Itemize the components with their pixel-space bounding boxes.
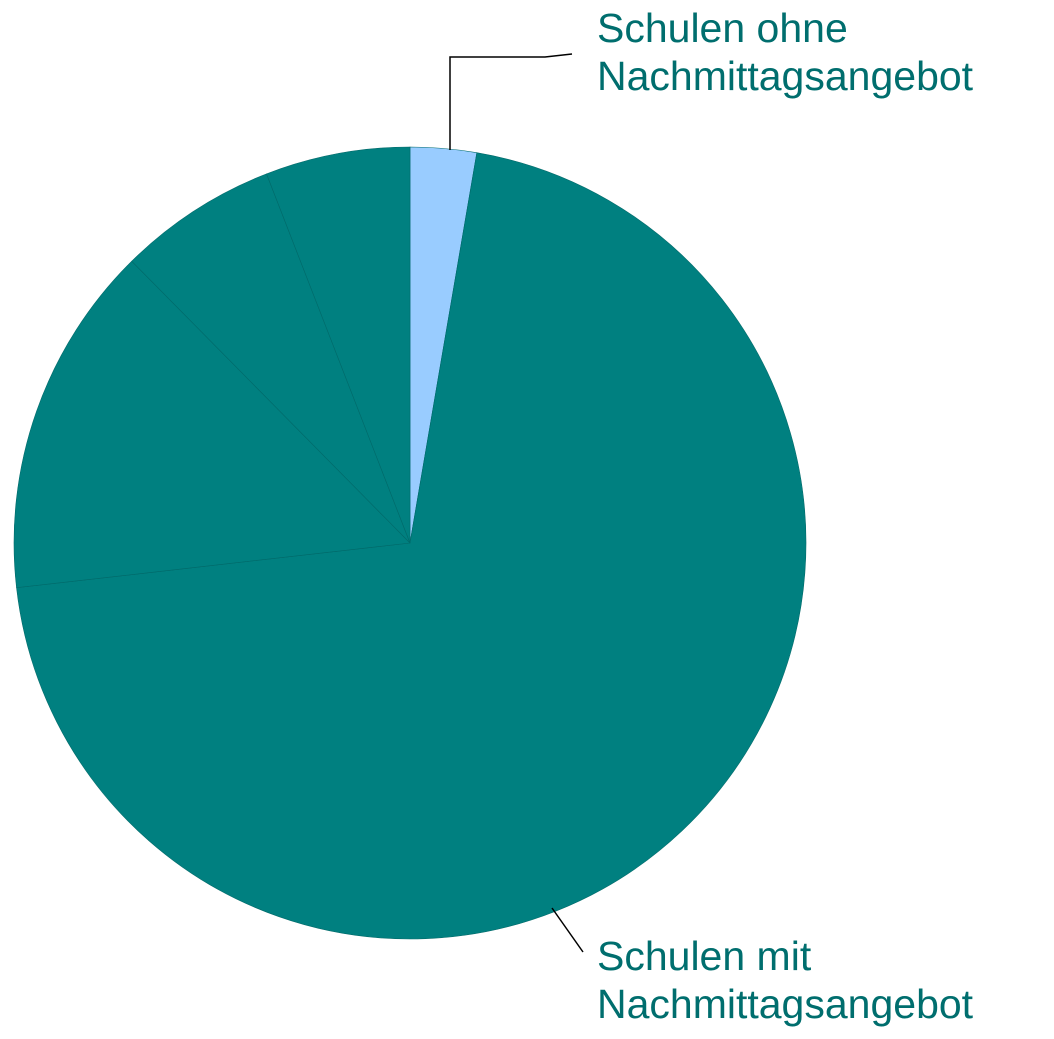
leader-line [449, 53, 573, 150]
slice-label: Schulen ohne Nachmittagsangebot [597, 5, 974, 99]
pie-slice [13, 260, 411, 589]
pie-slice [266, 146, 411, 544]
slice-label: Schulen mit Nachmittagsangebot [597, 933, 974, 1027]
pie-slice [16, 152, 807, 940]
pie-slice [131, 173, 411, 544]
leader-line [551, 907, 584, 953]
